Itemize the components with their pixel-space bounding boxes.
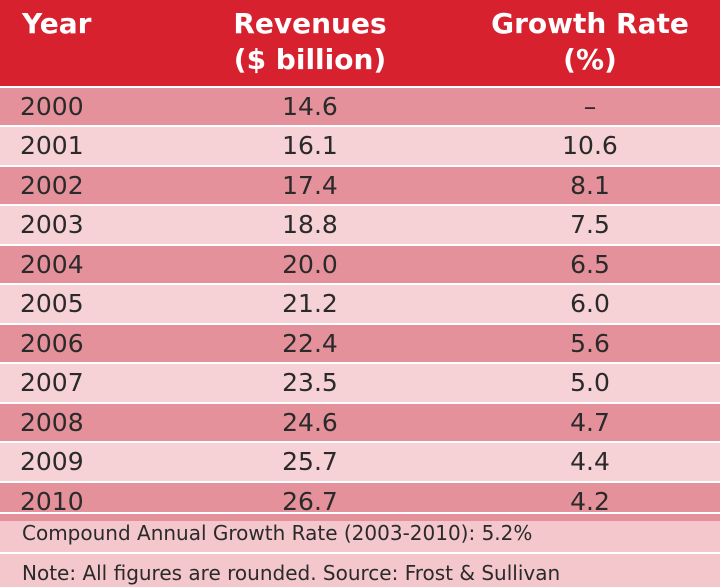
cell-revenue: 18.8 (282, 210, 338, 239)
table-row: 2005 21.2 6.0 (0, 285, 720, 323)
header-year: Year (22, 6, 91, 42)
cell-year: 2003 (20, 210, 84, 239)
row-separator (0, 283, 720, 285)
row-separator (0, 481, 720, 483)
cell-revenue: 26.7 (282, 487, 338, 516)
row-separator (0, 441, 720, 443)
cell-growth-rate: 4.7 (570, 408, 610, 437)
cell-growth-rate: 8.1 (570, 171, 610, 200)
header-revenues-line1: Revenues (233, 7, 387, 40)
row-separator (0, 165, 720, 167)
cell-year: 2009 (20, 447, 84, 476)
cell-growth-rate: 4.4 (570, 447, 610, 476)
header-growth-line2: (%) (563, 43, 617, 76)
source-note-row: Note: All figures are rounded. Source: F… (0, 554, 720, 587)
cell-revenue: 25.7 (282, 447, 338, 476)
table-row: 2009 25.7 4.4 (0, 443, 720, 481)
table-header: Year Revenues ($ billion) Growth Rate (%… (0, 0, 720, 86)
cell-growth-rate: 5.0 (570, 368, 610, 397)
cell-year: 2006 (20, 329, 84, 358)
table-row: 2000 14.6 – (0, 88, 720, 126)
header-revenues-line2: ($ billion) (233, 43, 387, 76)
cell-growth-rate: 6.5 (570, 250, 610, 279)
table-row: 2004 20.0 6.5 (0, 246, 720, 284)
cell-revenue: 20.0 (282, 250, 338, 279)
header-year-line1: Year (22, 7, 92, 40)
cell-year: 2007 (20, 368, 84, 397)
cell-growth-rate: 10.6 (562, 131, 618, 160)
cell-growth-rate: – (583, 92, 597, 121)
row-separator (0, 512, 720, 514)
table-row: 2010 26.7 4.2 (0, 483, 720, 521)
row-separator (0, 402, 720, 404)
header-growth-rate: Growth Rate (%) (475, 6, 705, 78)
header-revenues: Revenues ($ billion) (210, 6, 410, 78)
row-separator (0, 323, 720, 325)
cagr-note: Compound Annual Growth Rate (2003-2010):… (22, 521, 533, 545)
row-separator (0, 552, 720, 554)
table-row: 2007 23.5 5.0 (0, 364, 720, 402)
table-row: 2006 22.4 5.6 (0, 325, 720, 363)
cell-revenue: 22.4 (282, 329, 338, 358)
row-separator (0, 362, 720, 364)
cell-revenue: 16.1 (282, 131, 338, 160)
source-note: Note: All figures are rounded. Source: F… (22, 561, 561, 585)
table-row: 2001 16.1 10.6 (0, 127, 720, 165)
table-row: 2008 24.6 4.7 (0, 404, 720, 442)
cell-growth-rate: 5.6 (570, 329, 610, 358)
cagr-note-row: Compound Annual Growth Rate (2003-2010):… (0, 514, 720, 552)
cell-revenue: 24.6 (282, 408, 338, 437)
cell-revenue: 23.5 (282, 368, 338, 397)
cell-year: 2002 (20, 171, 84, 200)
row-separator (0, 244, 720, 246)
cell-year: 2008 (20, 408, 84, 437)
cell-revenue: 21.2 (282, 289, 338, 318)
table-row: 2003 18.8 7.5 (0, 206, 720, 244)
header-growth-line1: Growth Rate (491, 7, 689, 40)
cell-year: 2000 (20, 92, 84, 121)
row-separator (0, 86, 720, 88)
cell-growth-rate: 6.0 (570, 289, 610, 318)
cell-year: 2005 (20, 289, 84, 318)
cell-year: 2010 (20, 487, 84, 516)
row-separator (0, 204, 720, 206)
cell-growth-rate: 7.5 (570, 210, 610, 239)
row-separator (0, 125, 720, 127)
cell-revenue: 17.4 (282, 171, 338, 200)
table-row: 2002 17.4 8.1 (0, 167, 720, 205)
cell-growth-rate: 4.2 (570, 487, 610, 516)
cell-year: 2004 (20, 250, 84, 279)
cell-year: 2001 (20, 131, 84, 160)
cell-revenue: 14.6 (282, 92, 338, 121)
